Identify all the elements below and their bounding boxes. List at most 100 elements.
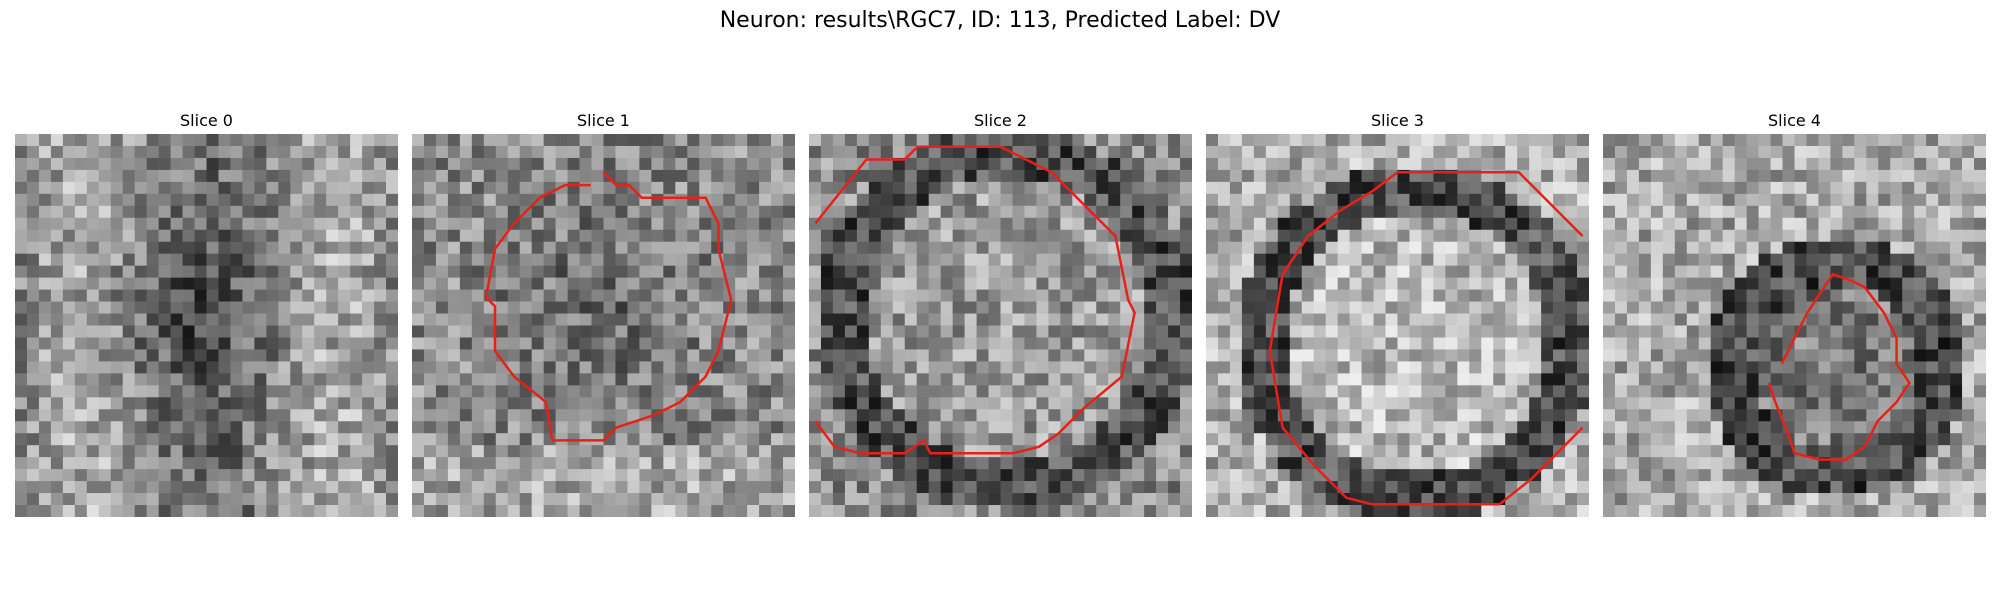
pixel-cell [122, 277, 135, 290]
pixel-cell [1385, 241, 1398, 254]
pixel-cell [1854, 145, 1867, 159]
pixel-cell [711, 385, 724, 398]
pixel-cell [170, 505, 183, 517]
pixel-cell [98, 505, 112, 517]
pixel-cell [832, 241, 846, 254]
pixel-cell [1662, 421, 1676, 434]
pixel-cell [374, 481, 387, 494]
pixel-cell [1156, 169, 1169, 183]
pixel-cell [1962, 409, 1975, 422]
pixel-cell [699, 385, 712, 398]
pixel-cell [374, 229, 387, 243]
pixel-cell [26, 134, 40, 147]
pixel-cell [1603, 229, 1616, 243]
pixel-cell [483, 229, 497, 243]
pixel-cell [110, 481, 124, 494]
pixel-cell [783, 253, 795, 266]
pixel-cell [1301, 253, 1315, 266]
pixel-cell [1060, 409, 1073, 422]
pixel-cell [1361, 217, 1374, 231]
pixel-cell [158, 337, 171, 350]
pixel-cell [326, 349, 339, 362]
pixel-cell [952, 313, 965, 326]
pixel-cell [266, 205, 279, 219]
pixel-cell [1108, 313, 1121, 326]
pixel-cell [1361, 169, 1374, 183]
pixel-cell [1060, 325, 1073, 338]
pixel-cell [1096, 457, 1109, 470]
pixel-cell [519, 241, 532, 254]
pixel-cell [1373, 253, 1386, 266]
pixel-cell [459, 169, 473, 183]
pixel-cell [916, 253, 929, 266]
pixel-cell [1962, 421, 1975, 434]
pixel-cell [1457, 157, 1470, 171]
pixel-cell [1337, 397, 1350, 410]
pixel-cell [1289, 361, 1303, 374]
pixel-cell [350, 301, 363, 314]
pixel-cell [1229, 481, 1243, 494]
pixel-cell [1012, 325, 1025, 338]
pixel-cell [146, 241, 159, 254]
pixel-cell [1229, 253, 1243, 266]
pixel-cell [74, 241, 88, 254]
pixel-cell [687, 337, 700, 350]
pixel-cell [1229, 217, 1243, 231]
pixel-cell [1301, 505, 1315, 517]
pixel-cell [254, 457, 267, 470]
pixel-cell [735, 205, 748, 219]
pixel-cell [1493, 325, 1506, 338]
pixel-cell [1036, 481, 1049, 494]
pixel-cell [1349, 217, 1362, 231]
pixel-cell [1830, 277, 1843, 290]
pixel-cell [435, 325, 449, 338]
pixel-cell [1662, 134, 1676, 147]
pixel-cell [820, 385, 834, 398]
pixel-cell [1603, 337, 1616, 350]
pixel-cell [1289, 397, 1303, 410]
pixel-cell [326, 433, 339, 446]
pixel-cell [627, 457, 640, 470]
pixel-cell [988, 169, 1001, 183]
pixel-cell [771, 217, 784, 231]
pixel-cell [459, 205, 473, 219]
pixel-cell [759, 373, 772, 386]
pixel-cell [519, 397, 532, 410]
pixel-cell [1084, 253, 1097, 266]
pixel-cell [651, 193, 664, 207]
pixel-cell [844, 134, 858, 147]
pixel-cell [1806, 385, 1819, 398]
pixel-cell [1409, 361, 1422, 374]
pixel-cell [1096, 433, 1109, 446]
pixel-cell [15, 241, 28, 254]
pixel-cell [194, 397, 207, 410]
pixel-cell [1626, 289, 1640, 302]
pixel-cell [1132, 289, 1145, 302]
pixel-cell [412, 169, 425, 183]
pixel-cell [940, 157, 953, 171]
pixel-cell [603, 385, 616, 398]
pixel-cell [1000, 505, 1013, 517]
pixel-cell [50, 205, 64, 219]
pixel-cell [735, 169, 748, 183]
pixel-cell [1505, 193, 1518, 207]
pixel-cell [1710, 145, 1723, 159]
pixel-cell [1361, 445, 1374, 458]
pixel-cell [771, 457, 784, 470]
pixel-cell [1603, 145, 1616, 159]
pixel-cell [1541, 241, 1554, 254]
pixel-cell [278, 325, 291, 338]
pixel-cell [1301, 481, 1315, 494]
pixel-cell [1313, 505, 1326, 517]
pixel-cell [1265, 397, 1279, 410]
pixel-cell [74, 289, 88, 302]
pixel-cell [1710, 289, 1723, 302]
pixel-cell [1481, 157, 1494, 171]
pixel-cell [1902, 145, 1915, 159]
pixel-cell [98, 157, 112, 171]
pixel-cell [412, 457, 425, 470]
pixel-cell [230, 134, 243, 147]
pixel-cell [1854, 241, 1867, 254]
pixel-cell [1313, 193, 1326, 207]
pixel-cell [1650, 193, 1664, 207]
